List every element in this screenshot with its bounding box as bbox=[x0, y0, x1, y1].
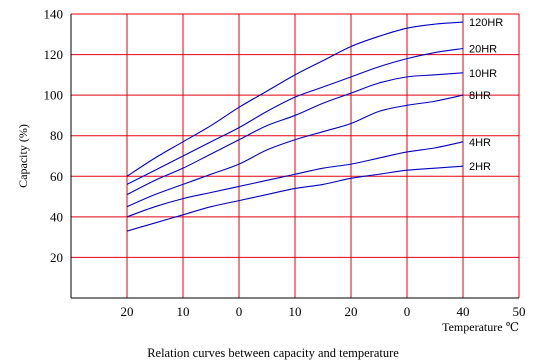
x-tick-label: 0 bbox=[236, 304, 243, 319]
x-tick-label: 10 bbox=[289, 304, 302, 319]
x-axis-title: Temperature ℃ bbox=[442, 320, 519, 334]
axes bbox=[70, 14, 519, 299]
series-label-10hr: 10HR bbox=[469, 68, 497, 80]
y-tick-label: 80 bbox=[50, 128, 63, 143]
series-lines bbox=[126, 21, 464, 232]
y-tick-label: 60 bbox=[50, 169, 63, 184]
series-line-20hr bbox=[126, 47, 464, 185]
series-line-2hr bbox=[126, 165, 464, 232]
x-tick-label: 50 bbox=[513, 304, 526, 319]
x-tick-label: 40 bbox=[457, 304, 470, 319]
series-label-20hr: 20HR bbox=[469, 43, 497, 55]
x-tick-label: 20 bbox=[345, 304, 358, 319]
series-line-8hr bbox=[126, 94, 464, 208]
y-tick-label: 140 bbox=[44, 7, 64, 22]
y-tick-label: 120 bbox=[44, 47, 64, 62]
y-tick-label: 100 bbox=[44, 88, 64, 103]
x-tick-label: 10 bbox=[177, 304, 190, 319]
series-line-10hr bbox=[126, 72, 464, 196]
y-tick-label: 40 bbox=[50, 209, 63, 224]
series-label-120hr: 120HR bbox=[469, 17, 503, 29]
series-line-120hr bbox=[126, 21, 464, 177]
chart-caption: Relation curves between capacity and tem… bbox=[147, 346, 399, 360]
series-line-4hr bbox=[126, 141, 464, 218]
series-label-8hr: 8HR bbox=[469, 90, 491, 102]
y-axis-title: Capacity (%) bbox=[16, 124, 30, 188]
series-label-4hr: 4HR bbox=[469, 137, 491, 149]
x-tick-label: 20 bbox=[121, 304, 134, 319]
series-labels: 120HR 20HR 10HR 8HR 4HR 2HR bbox=[469, 17, 503, 173]
x-tick-label: 0 bbox=[404, 304, 411, 319]
series-label-2hr: 2HR bbox=[469, 161, 491, 173]
y-tick-label: 20 bbox=[50, 250, 63, 265]
grid bbox=[71, 13, 520, 298]
